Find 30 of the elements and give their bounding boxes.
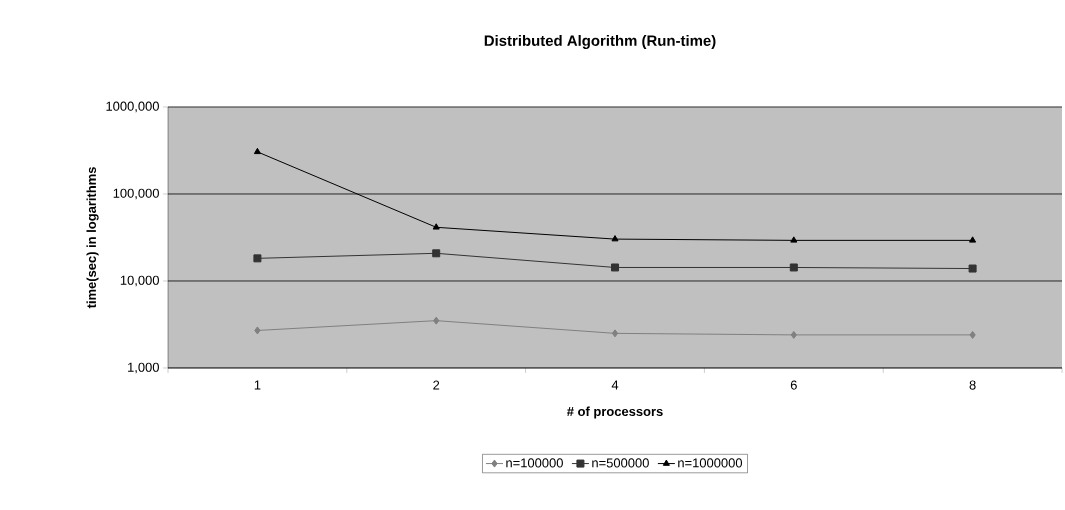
x-tick-label: 1	[254, 380, 261, 390]
x-tick-label: 6	[790, 380, 797, 390]
x-axis-title: # of processors	[567, 406, 663, 419]
y-axis-title: time(sec) in logarithms	[86, 167, 99, 309]
point	[432, 223, 440, 230]
y-tick-label: 100,000	[113, 188, 159, 200]
point	[790, 236, 798, 243]
x-tick-label: 2	[433, 380, 440, 390]
point	[969, 236, 977, 243]
point	[253, 147, 261, 155]
point	[253, 254, 262, 263]
point	[433, 316, 440, 325]
x-tick-label: 8	[969, 380, 976, 390]
point	[611, 329, 619, 338]
legend-label: n=100000	[506, 458, 563, 468]
legend-label: n=500000	[592, 458, 649, 468]
chart-title: Distributed Algorithm (Run-time)	[484, 34, 716, 49]
point	[789, 263, 798, 272]
y-tick-label: 1000,000	[106, 101, 159, 113]
x-tick-label: 4	[611, 380, 619, 390]
point	[254, 326, 261, 335]
legend-label: n=1000000	[678, 458, 743, 468]
point	[432, 249, 441, 258]
point	[611, 263, 620, 272]
y-tick-label: 10,000	[120, 275, 159, 287]
point	[790, 330, 797, 339]
point	[968, 264, 977, 273]
point	[611, 235, 619, 242]
point	[969, 330, 976, 339]
y-tick-label: 1,000	[128, 362, 159, 374]
